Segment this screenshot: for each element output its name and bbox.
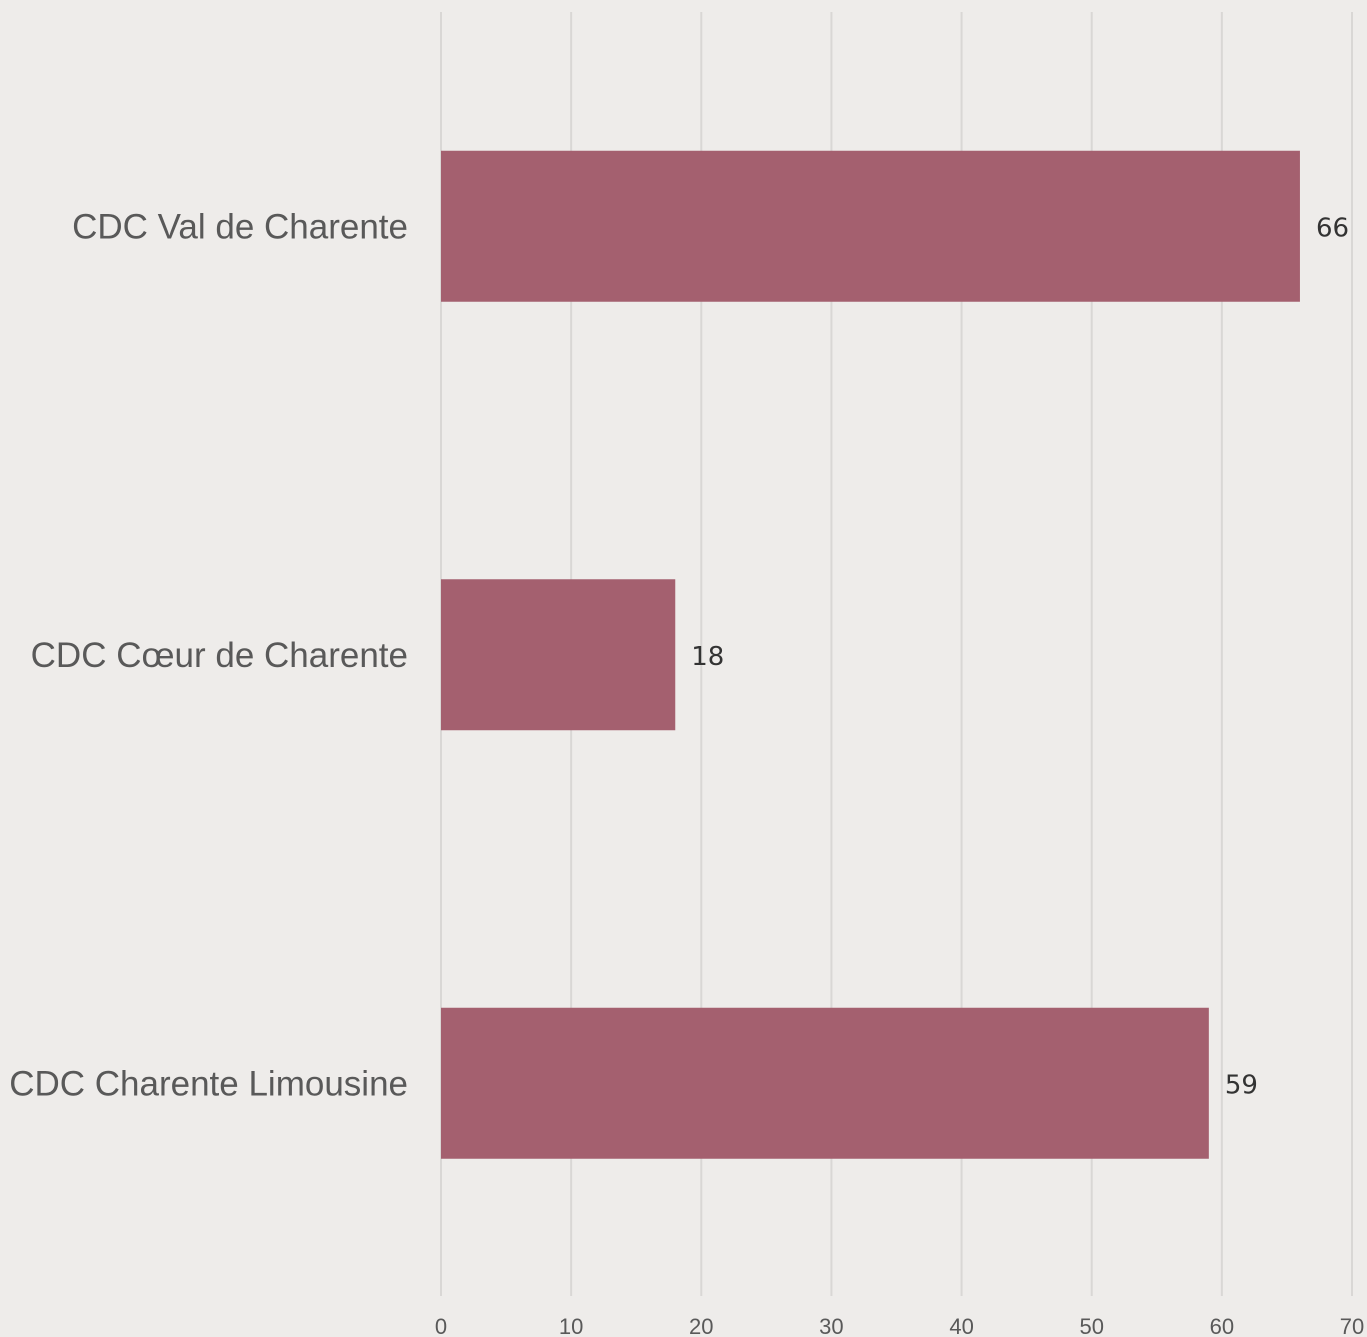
bars: [441, 150, 1300, 1159]
x-tick-label: 40: [949, 1314, 973, 1337]
bar: [441, 150, 1300, 302]
x-tick-label: 70: [1340, 1314, 1364, 1337]
category-label: CDC Val de Charente: [72, 207, 408, 246]
category-label: CDC Cœur de Charente: [31, 636, 408, 675]
bar: [441, 1007, 1209, 1159]
data-label: 66: [1316, 213, 1349, 243]
x-tick-label: 0: [435, 1314, 447, 1337]
x-tick-label: 10: [559, 1314, 583, 1337]
value-labels: 66 18 59: [691, 213, 1349, 1100]
x-tick-label: 20: [689, 1314, 713, 1337]
x-tick-label: 60: [1210, 1314, 1234, 1337]
x-tick-label: 50: [1079, 1314, 1103, 1337]
category-label: CDC Charente Limousine: [9, 1064, 408, 1103]
bar: [441, 579, 676, 731]
data-label: 18: [691, 642, 724, 672]
x-tick-label: 30: [819, 1314, 843, 1337]
x-axis-tick-labels: 0 10 20 30 40 50 60 70: [435, 1314, 1364, 1337]
category-labels: CDC Val de Charente CDC Cœur de Charente C…: [9, 207, 408, 1103]
data-label: 59: [1225, 1070, 1258, 1100]
